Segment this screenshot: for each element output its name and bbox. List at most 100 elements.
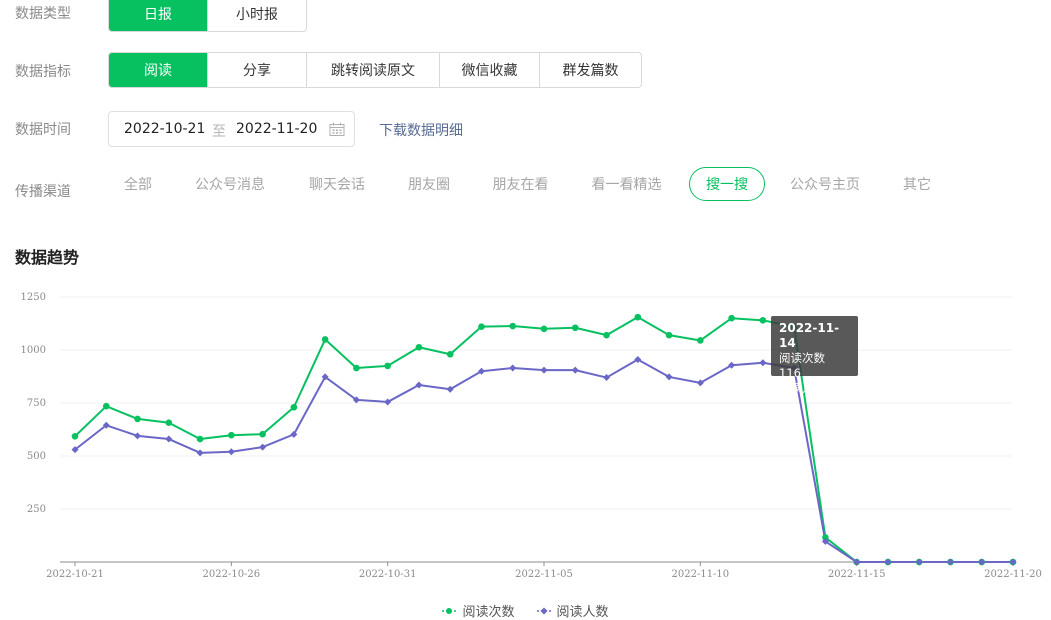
data-type-option-daily[interactable]: 日报 [109, 0, 208, 31]
data-point-readers [915, 558, 923, 566]
data-point-reads [540, 325, 548, 333]
data-point-readers [728, 361, 736, 369]
data-point-readers [946, 558, 954, 566]
x-tick-label: 2022-10-21 [46, 569, 104, 580]
data-point-reads [353, 364, 360, 372]
date-range-picker[interactable]: 2022-10-21 至 2022-11-20 [108, 111, 355, 147]
data-point-readers [540, 366, 548, 374]
data-point-readers [227, 448, 235, 456]
data-point-readers [853, 558, 861, 566]
metric-option-share[interactable]: 分享 [208, 53, 307, 87]
legend-label-readers: 阅读人数 [556, 605, 609, 620]
channel-moments[interactable]: 朋友圈 [408, 177, 450, 193]
data-point-readers [477, 367, 485, 375]
data-point-reads [102, 402, 110, 410]
data-point-readers [259, 443, 267, 451]
start-date[interactable]: 2022-10-21 [124, 121, 206, 137]
y-tick-label: 1250 [21, 292, 46, 303]
data-point-reads [634, 313, 642, 321]
data-point-readers [352, 396, 360, 404]
data-point-reads [697, 337, 704, 344]
data-point-readers [978, 558, 986, 566]
data-point-reads [665, 331, 673, 339]
channel-chat[interactable]: 聊天会话 [309, 177, 365, 193]
end-date[interactable]: 2022-11-20 [236, 121, 318, 137]
tooltip-date: 2022-11-14 [779, 321, 840, 350]
calendar-icon[interactable] [329, 122, 345, 141]
grid-layer [60, 296, 1012, 510]
channel-label: 传播渠道 [15, 184, 71, 200]
legend-item-readers[interactable]: 阅读人数 [536, 601, 609, 620]
series-line-readers [74, 358, 1013, 563]
data-point-readers [665, 373, 673, 381]
metric-segmented: 阅读 分享 跳转阅读原文 微信收藏 群发篇数 [108, 52, 642, 88]
chart-tooltip: 2022-11-14 阅读次数 116 阅读人数 97 [771, 316, 858, 395]
channel-search[interactable]: 搜一搜 [689, 167, 765, 201]
data-point-readers [384, 398, 392, 406]
tooltip-line-reads: 阅读次数 116 [779, 351, 825, 380]
data-point-readers [759, 359, 767, 367]
metric-option-jump-original[interactable]: 跳转阅读原文 [307, 53, 440, 87]
legend-label-reads: 阅读次数 [462, 605, 515, 620]
channel-profile-page[interactable]: 公众号主页 [790, 177, 860, 193]
data-point-readers [102, 421, 110, 429]
data-point-reads [603, 331, 610, 339]
x-tick-label: 2022-11-20 [984, 569, 1042, 580]
data-point-readers [71, 446, 79, 454]
metric-option-mass-send[interactable]: 群发篇数 [562, 63, 619, 79]
series-layer [71, 313, 1017, 566]
metric-option-read[interactable]: 阅读 [109, 53, 208, 87]
data-point-reads [134, 415, 141, 423]
legend-item-reads[interactable]: 阅读次数 [442, 601, 515, 620]
channel-top-stories[interactable]: 看一看精选 [591, 177, 662, 193]
data-point-reads [509, 322, 517, 330]
data-point-reads [728, 314, 735, 322]
channel-other[interactable]: 其它 [903, 177, 931, 193]
data-point-reads [290, 403, 298, 411]
data-type-segmented: 日报 小时报 [108, 0, 307, 32]
tooltip-line-readers: 阅读人数 97 [779, 381, 844, 395]
data-point-readers [509, 364, 517, 372]
metric-option-favorite[interactable]: 微信收藏 [440, 53, 540, 87]
data-point-reads [165, 419, 173, 427]
chart-legend: 阅读次数 阅读人数 [0, 601, 1051, 620]
data-point-reads [196, 435, 204, 443]
data-point-readers [884, 558, 892, 566]
data-type-option-hourly[interactable]: 小时报 [236, 7, 278, 23]
y-tick-label: 1000 [21, 345, 46, 356]
date-separator: 至 [212, 124, 226, 140]
data-point-readers [321, 373, 329, 381]
data-point-reads [384, 362, 391, 370]
x-tick-label: 2022-11-15 [828, 569, 886, 580]
data-point-reads [228, 431, 235, 439]
data-point-readers [821, 537, 829, 545]
data-point-readers [571, 366, 579, 374]
data-point-readers [134, 432, 142, 440]
y-tick-label: 250 [27, 504, 46, 515]
channel-all[interactable]: 全部 [124, 177, 152, 193]
channel-official-message[interactable]: 公众号消息 [195, 177, 265, 193]
data-point-reads [759, 317, 767, 324]
legend-marker-circle-icon [442, 607, 457, 614]
metric-label: 数据指标 [15, 64, 71, 80]
data-point-readers [290, 430, 298, 438]
data-point-readers [1009, 558, 1017, 566]
x-tick-label: 2022-10-26 [203, 569, 261, 580]
data-point-readers [415, 381, 423, 389]
legend-marker-diamond-icon [536, 607, 551, 614]
x-tick-label: 2022-11-05 [515, 569, 573, 580]
data-point-reads [446, 350, 454, 358]
section-title-trend: 数据趋势 [15, 248, 80, 267]
axis-layer: 250 500 750 1000 1250 2022-10-21 2022-10-26 202… [21, 292, 1042, 580]
time-label: 数据时间 [15, 122, 71, 138]
data-point-readers [196, 449, 204, 457]
y-tick-label: 750 [27, 398, 46, 409]
download-details-link[interactable]: 下载数据明细 [379, 123, 463, 139]
data-type-label: 数据类型 [15, 6, 71, 22]
channel-friends-watching[interactable]: 朋友在看 [492, 177, 549, 193]
data-point-readers [603, 374, 611, 382]
data-point-reads [478, 323, 485, 330]
data-point-readers [446, 385, 454, 393]
data-point-reads [415, 343, 423, 351]
data-point-reads [571, 324, 579, 332]
